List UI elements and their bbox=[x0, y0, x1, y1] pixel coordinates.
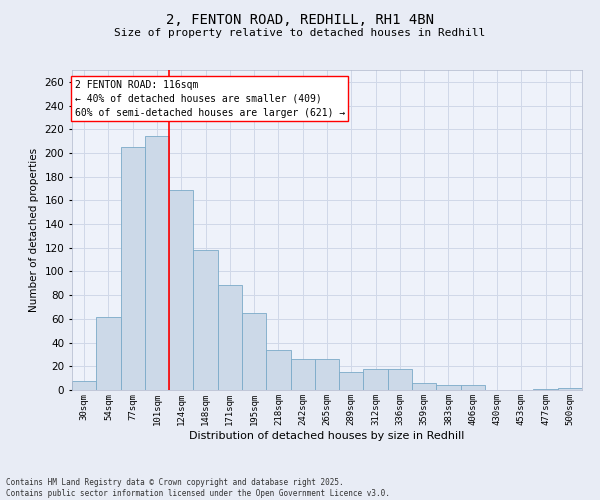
Y-axis label: Number of detached properties: Number of detached properties bbox=[29, 148, 39, 312]
Bar bbox=[242, 313, 266, 390]
Bar bbox=[461, 386, 485, 390]
Text: 2, FENTON ROAD, REDHILL, RH1 4BN: 2, FENTON ROAD, REDHILL, RH1 4BN bbox=[166, 12, 434, 26]
Bar bbox=[72, 380, 96, 390]
Bar bbox=[290, 359, 315, 390]
Text: Size of property relative to detached houses in Redhill: Size of property relative to detached ho… bbox=[115, 28, 485, 38]
Bar bbox=[169, 190, 193, 390]
Bar bbox=[96, 316, 121, 390]
Text: Contains HM Land Registry data © Crown copyright and database right 2025.
Contai: Contains HM Land Registry data © Crown c… bbox=[6, 478, 390, 498]
Bar bbox=[266, 350, 290, 390]
Bar bbox=[121, 147, 145, 390]
Bar bbox=[145, 136, 169, 390]
Bar bbox=[364, 368, 388, 390]
Bar bbox=[193, 250, 218, 390]
Bar bbox=[388, 368, 412, 390]
Bar bbox=[218, 284, 242, 390]
Bar bbox=[339, 372, 364, 390]
Text: 2 FENTON ROAD: 116sqm
← 40% of detached houses are smaller (409)
60% of semi-det: 2 FENTON ROAD: 116sqm ← 40% of detached … bbox=[74, 80, 345, 118]
Bar bbox=[533, 389, 558, 390]
Bar bbox=[412, 383, 436, 390]
Bar bbox=[315, 359, 339, 390]
X-axis label: Distribution of detached houses by size in Redhill: Distribution of detached houses by size … bbox=[190, 430, 464, 440]
Bar bbox=[436, 386, 461, 390]
Bar bbox=[558, 388, 582, 390]
